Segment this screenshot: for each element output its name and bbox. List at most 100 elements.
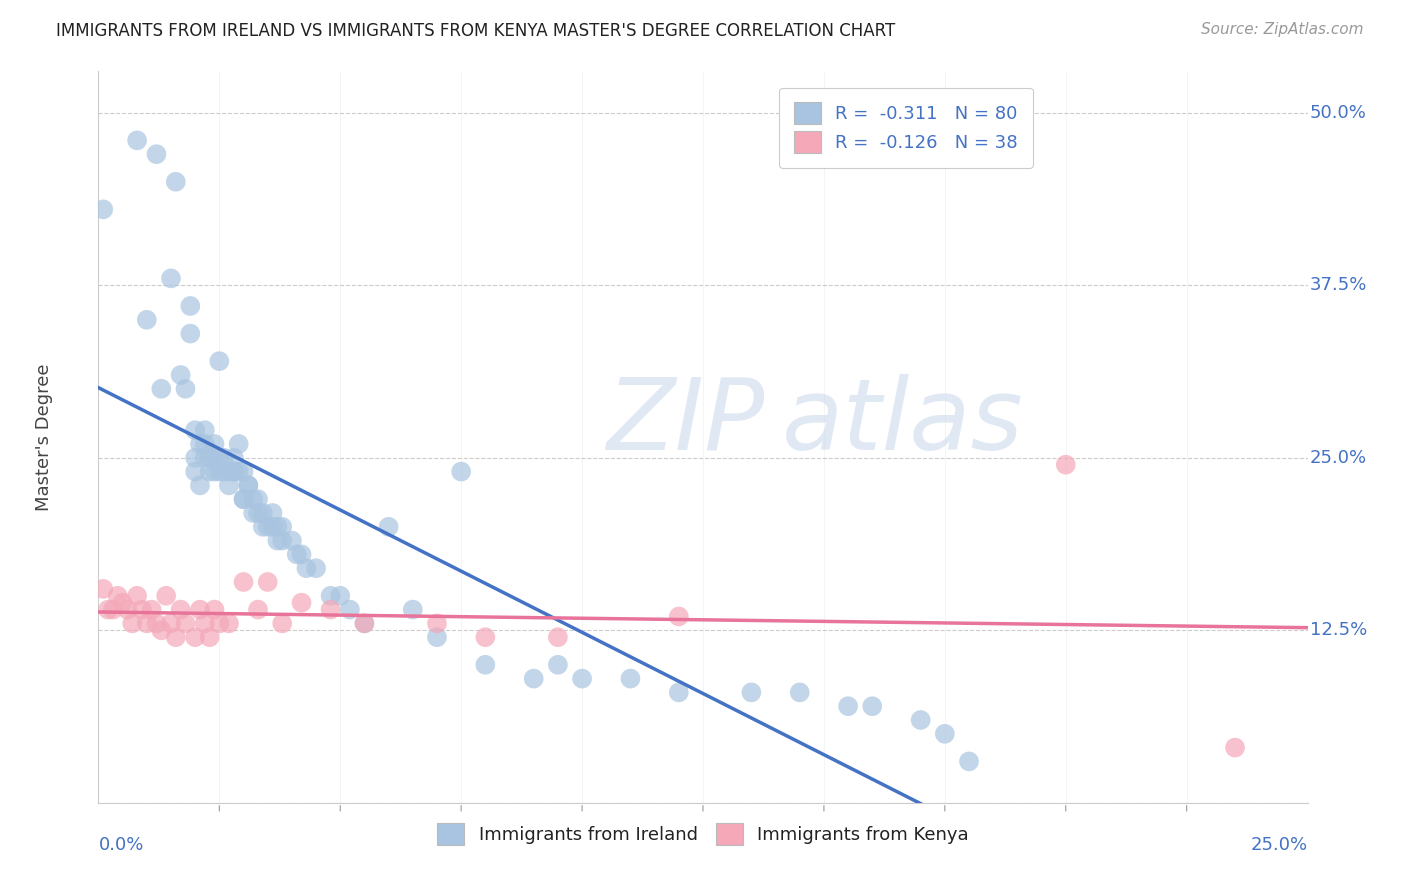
Point	[547, 630, 569, 644]
Point	[97, 602, 120, 616]
Point	[228, 437, 250, 451]
Point	[145, 147, 167, 161]
Text: atlas: atlas	[782, 374, 1024, 471]
Point	[238, 478, 260, 492]
Point	[319, 589, 342, 603]
Point	[247, 602, 270, 616]
Point	[204, 437, 226, 451]
Point	[218, 616, 240, 631]
Point	[271, 520, 294, 534]
Point	[208, 450, 231, 465]
Point	[256, 520, 278, 534]
Text: 0.0%: 0.0%	[98, 836, 143, 854]
Point	[184, 423, 207, 437]
Point	[305, 561, 328, 575]
Text: IMMIGRANTS FROM IRELAND VS IMMIGRANTS FROM KENYA MASTER'S DEGREE CORRELATION CHA: IMMIGRANTS FROM IRELAND VS IMMIGRANTS FR…	[56, 22, 896, 40]
Point	[169, 368, 191, 382]
Point	[204, 602, 226, 616]
Point	[198, 450, 221, 465]
Point	[188, 437, 211, 451]
Point	[111, 596, 134, 610]
Point	[127, 133, 149, 147]
Point	[194, 437, 217, 451]
Text: Source: ZipAtlas.com: Source: ZipAtlas.com	[1201, 22, 1364, 37]
Point	[208, 616, 231, 631]
Point	[150, 624, 173, 638]
Point	[450, 465, 472, 479]
Point	[198, 465, 221, 479]
Point	[252, 520, 274, 534]
Point	[238, 478, 260, 492]
Point	[426, 616, 449, 631]
Point	[1054, 458, 1077, 472]
Point	[266, 533, 288, 548]
Point	[212, 450, 235, 465]
Point	[135, 312, 157, 326]
Point	[232, 574, 254, 589]
Point	[184, 630, 207, 644]
Point	[101, 602, 124, 616]
Point	[910, 713, 932, 727]
Point	[145, 616, 167, 631]
Point	[353, 616, 375, 631]
Point	[474, 630, 496, 644]
Point	[174, 382, 197, 396]
Point	[188, 602, 211, 616]
Point	[121, 616, 143, 631]
Point	[474, 657, 496, 672]
Point	[426, 630, 449, 644]
Point	[266, 520, 288, 534]
Point	[262, 520, 284, 534]
Point	[789, 685, 811, 699]
Text: Master's Degree: Master's Degree	[35, 363, 53, 511]
Point	[222, 450, 245, 465]
Point	[194, 423, 217, 437]
Point	[957, 755, 980, 769]
Point	[247, 492, 270, 507]
Point	[571, 672, 593, 686]
Point	[160, 616, 183, 631]
Point	[91, 202, 114, 217]
Point	[232, 465, 254, 479]
Text: 25.0%: 25.0%	[1250, 836, 1308, 854]
Point	[1223, 740, 1246, 755]
Point	[212, 465, 235, 479]
Point	[194, 616, 217, 631]
Point	[247, 506, 270, 520]
Point	[242, 506, 264, 520]
Point	[179, 326, 201, 341]
Point	[377, 520, 399, 534]
Point	[117, 602, 139, 616]
Point	[290, 596, 312, 610]
Point	[523, 672, 546, 686]
Point	[150, 382, 173, 396]
Point	[165, 175, 187, 189]
Point	[329, 589, 352, 603]
Point	[619, 672, 641, 686]
Point	[165, 630, 187, 644]
Point	[208, 354, 231, 368]
Point	[208, 465, 231, 479]
Point	[194, 450, 217, 465]
Point	[740, 685, 762, 699]
Point	[319, 602, 342, 616]
Point	[179, 299, 201, 313]
Point	[184, 465, 207, 479]
Point	[262, 506, 284, 520]
Point	[160, 271, 183, 285]
Point	[141, 602, 163, 616]
Text: 37.5%: 37.5%	[1310, 277, 1368, 294]
Point	[242, 492, 264, 507]
Legend: Immigrants from Ireland, Immigrants from Kenya: Immigrants from Ireland, Immigrants from…	[423, 809, 983, 860]
Point	[174, 616, 197, 631]
Point	[402, 602, 425, 616]
Point	[256, 574, 278, 589]
Text: 12.5%: 12.5%	[1310, 622, 1367, 640]
Point	[184, 450, 207, 465]
Point	[91, 582, 114, 596]
Point	[295, 561, 318, 575]
Point	[339, 602, 361, 616]
Point	[232, 492, 254, 507]
Point	[131, 602, 153, 616]
Point	[668, 609, 690, 624]
